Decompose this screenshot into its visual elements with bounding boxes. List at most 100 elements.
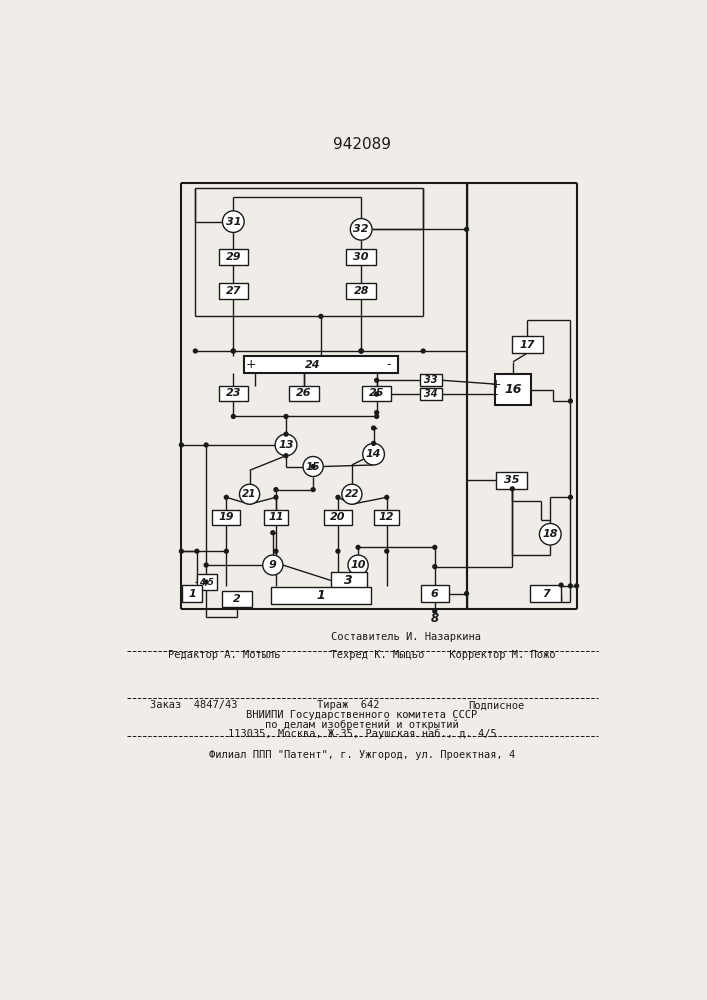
Circle shape xyxy=(348,555,368,575)
FancyBboxPatch shape xyxy=(495,374,531,405)
Circle shape xyxy=(433,545,437,549)
Circle shape xyxy=(575,584,578,588)
Circle shape xyxy=(372,426,375,430)
FancyBboxPatch shape xyxy=(362,386,392,401)
Text: 2: 2 xyxy=(233,594,241,604)
Circle shape xyxy=(224,549,228,553)
Circle shape xyxy=(231,349,235,353)
Text: 113035, Москва, Ж-35, Раушская наб., д. 4/5: 113035, Москва, Ж-35, Раушская наб., д. … xyxy=(228,729,496,739)
Text: 1: 1 xyxy=(317,589,325,602)
FancyBboxPatch shape xyxy=(264,510,288,525)
Text: Заказ  4847/43: Заказ 4847/43 xyxy=(151,700,238,710)
Text: +: + xyxy=(246,358,257,371)
Text: 18: 18 xyxy=(542,529,558,539)
Circle shape xyxy=(274,488,278,492)
Circle shape xyxy=(275,434,297,456)
Circle shape xyxy=(240,484,259,504)
Circle shape xyxy=(568,584,573,588)
Circle shape xyxy=(263,555,283,575)
Circle shape xyxy=(271,531,275,535)
Text: 35: 35 xyxy=(504,475,519,485)
Text: 11: 11 xyxy=(268,512,284,522)
Text: 19: 19 xyxy=(218,512,234,522)
Circle shape xyxy=(204,563,208,567)
Circle shape xyxy=(375,392,379,396)
FancyBboxPatch shape xyxy=(346,283,376,299)
Text: 9: 9 xyxy=(269,560,276,570)
Text: 28: 28 xyxy=(354,286,369,296)
Text: 34: 34 xyxy=(424,389,438,399)
Text: 21: 21 xyxy=(243,489,257,499)
FancyBboxPatch shape xyxy=(182,585,202,602)
Circle shape xyxy=(510,487,514,491)
Circle shape xyxy=(359,349,363,353)
Circle shape xyxy=(539,523,561,545)
Text: Редактор А. Мотыль        Техред К. Мыцьо    Корректор М. Пожо: Редактор А. Мотыль Техред К. Мыцьо Корре… xyxy=(168,650,556,660)
FancyBboxPatch shape xyxy=(331,572,367,589)
FancyBboxPatch shape xyxy=(420,374,442,386)
FancyBboxPatch shape xyxy=(212,510,240,525)
Text: по делам изобретений и открытий: по делам изобретений и открытий xyxy=(265,719,459,730)
Text: 33: 33 xyxy=(424,375,438,385)
Text: 23: 23 xyxy=(226,388,241,398)
FancyBboxPatch shape xyxy=(420,388,442,400)
Circle shape xyxy=(464,592,469,595)
Circle shape xyxy=(375,411,379,415)
Circle shape xyxy=(180,443,183,447)
Text: 14: 14 xyxy=(366,449,381,459)
Circle shape xyxy=(336,549,340,553)
Text: 8: 8 xyxy=(431,612,439,625)
Circle shape xyxy=(559,583,563,587)
FancyBboxPatch shape xyxy=(346,249,376,265)
Text: ВНИИПИ Государственного комитета СССР: ВНИИПИ Государственного комитета СССР xyxy=(246,710,477,720)
FancyBboxPatch shape xyxy=(218,283,248,299)
Circle shape xyxy=(433,565,437,569)
Circle shape xyxy=(464,227,469,231)
Text: 6: 6 xyxy=(431,589,438,599)
Text: -: - xyxy=(493,388,498,401)
FancyBboxPatch shape xyxy=(496,472,527,489)
Circle shape xyxy=(204,443,208,447)
Text: Подписное: Подписное xyxy=(468,700,525,710)
Circle shape xyxy=(311,465,315,468)
Circle shape xyxy=(336,495,340,499)
Circle shape xyxy=(385,495,389,499)
FancyBboxPatch shape xyxy=(324,510,352,525)
FancyBboxPatch shape xyxy=(218,249,248,265)
FancyBboxPatch shape xyxy=(271,587,371,604)
Text: +: + xyxy=(491,378,501,391)
Text: 1: 1 xyxy=(188,589,196,599)
Circle shape xyxy=(359,349,363,353)
FancyBboxPatch shape xyxy=(530,585,561,602)
FancyBboxPatch shape xyxy=(289,386,319,401)
Text: 20: 20 xyxy=(330,512,346,522)
Text: 3: 3 xyxy=(344,574,354,587)
Text: 7: 7 xyxy=(542,589,549,599)
Circle shape xyxy=(311,488,315,492)
Text: 4,5: 4,5 xyxy=(199,578,214,586)
Circle shape xyxy=(195,549,199,553)
Circle shape xyxy=(231,415,235,418)
Circle shape xyxy=(375,378,379,382)
Text: 22: 22 xyxy=(344,489,359,499)
Text: 17: 17 xyxy=(519,340,534,350)
Text: 25: 25 xyxy=(369,388,385,398)
Circle shape xyxy=(223,211,244,232)
Circle shape xyxy=(303,456,323,477)
FancyBboxPatch shape xyxy=(218,386,248,401)
Circle shape xyxy=(433,609,437,613)
Circle shape xyxy=(363,443,385,465)
Text: 29: 29 xyxy=(226,252,241,262)
Circle shape xyxy=(421,349,425,353)
Text: 26: 26 xyxy=(296,388,312,398)
Circle shape xyxy=(375,415,379,418)
Circle shape xyxy=(356,545,360,549)
Text: 13: 13 xyxy=(279,440,293,450)
Text: -: - xyxy=(387,358,392,371)
Circle shape xyxy=(284,454,288,458)
Text: 31: 31 xyxy=(226,217,241,227)
Text: 15: 15 xyxy=(306,462,320,472)
Text: Составитель И. Назаркина: Составитель И. Назаркина xyxy=(331,632,481,642)
FancyBboxPatch shape xyxy=(512,336,542,353)
FancyBboxPatch shape xyxy=(421,585,449,602)
